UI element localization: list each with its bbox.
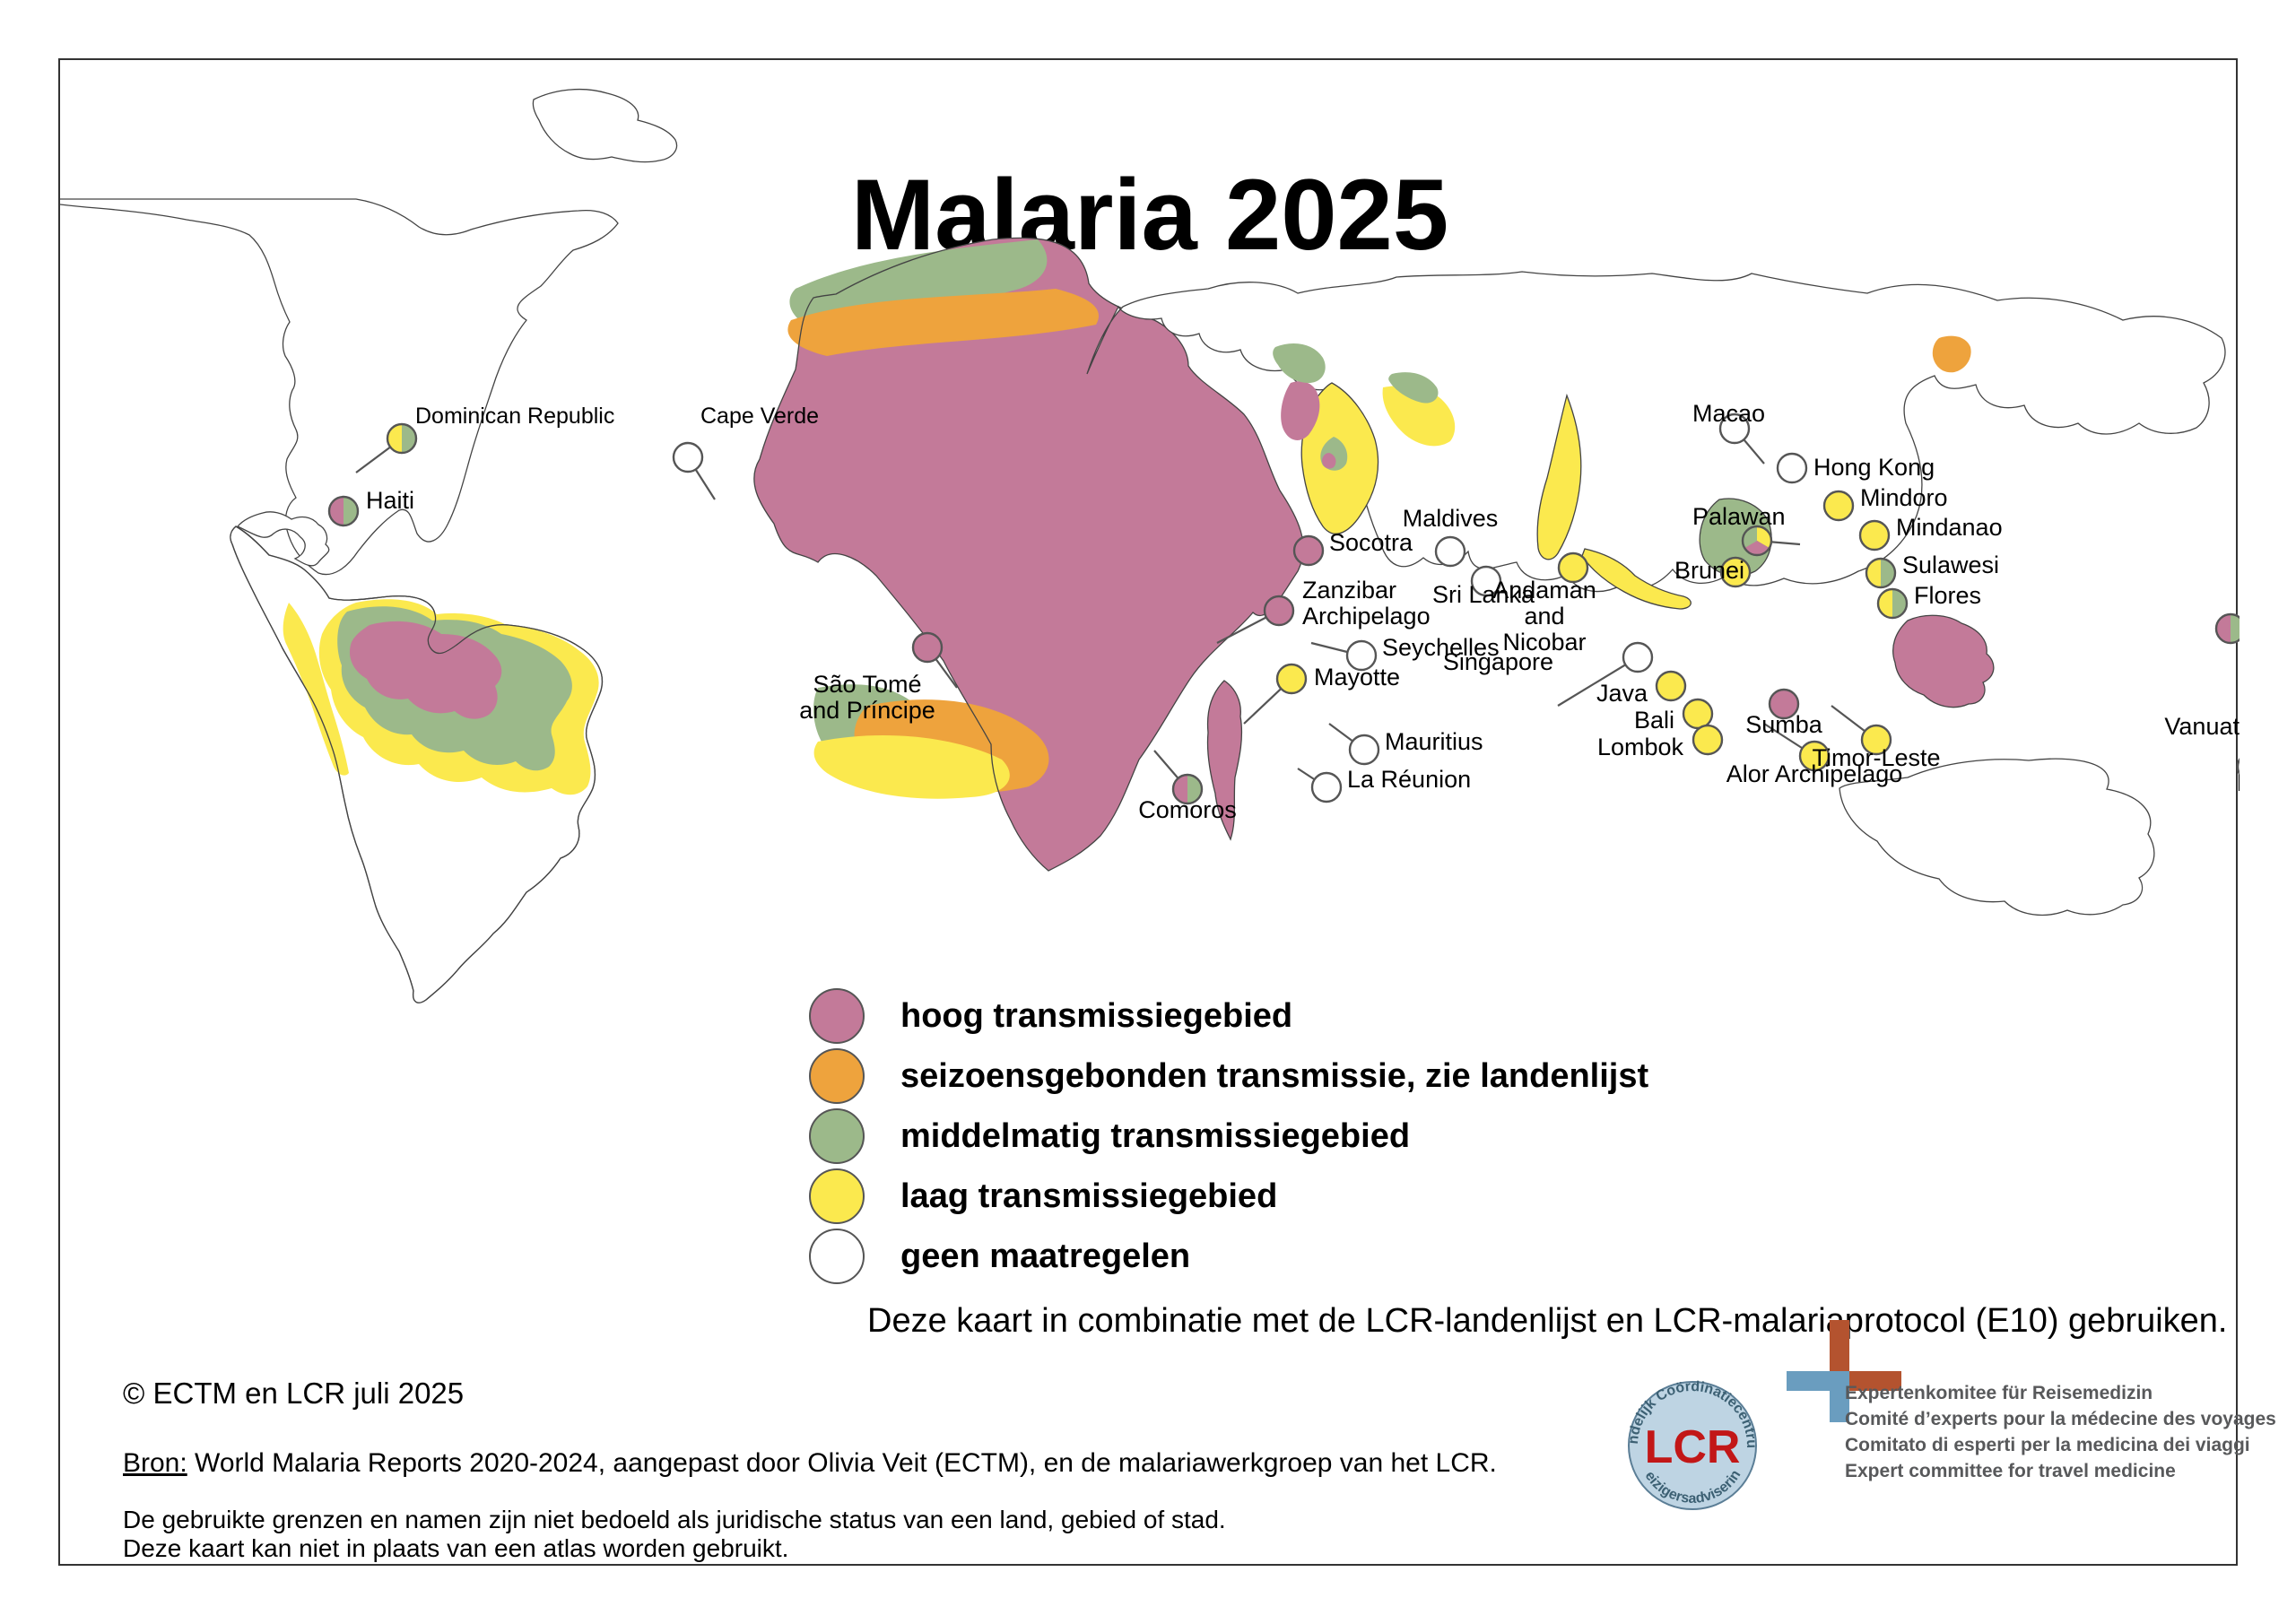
svg-text:Cape Verde: Cape Verde [700, 404, 819, 429]
svg-text:and: and [1524, 603, 1564, 630]
svg-text:Fiji: Fiji [2237, 769, 2239, 796]
svg-text:Mayotte: Mayotte [1314, 664, 1400, 690]
svg-text:Mauritius: Mauritius [1385, 728, 1483, 755]
svg-text:Mindoro: Mindoro [1860, 484, 1948, 511]
svg-text:Dominican Republic: Dominican Republic [415, 404, 614, 429]
svg-text:Sumba: Sumba [1745, 711, 1823, 738]
svg-text:Haiti: Haiti [366, 487, 414, 514]
svg-text:Singapore: Singapore [1443, 648, 1553, 675]
svg-text:LCR: LCR [1645, 1421, 1741, 1473]
svg-text:São Tomé: São Tomé [813, 671, 921, 698]
svg-text:Brunei: Brunei [1674, 557, 1744, 584]
svg-text:Vanuatu: Vanuatu [2164, 713, 2239, 740]
svg-text:Java: Java [1596, 680, 1648, 707]
svg-text:Archipelago: Archipelago [1302, 603, 1431, 630]
svg-text:La Réunion: La Réunion [1347, 766, 1471, 793]
svg-text:Flores: Flores [1914, 582, 1981, 609]
svg-text:Bali: Bali [1634, 707, 1674, 734]
svg-text:and Príncipe: and Príncipe [799, 697, 935, 724]
svg-text:Lombok: Lombok [1597, 734, 1684, 760]
svg-text:Zanzibar: Zanzibar [1302, 577, 1396, 604]
svg-text:Macao: Macao [1692, 400, 1765, 427]
svg-text:Andaman: Andaman [1492, 577, 1596, 604]
svg-text:Maldives: Maldives [1403, 505, 1499, 532]
svg-text:Mindanao: Mindanao [1896, 514, 2003, 541]
svg-text:Palawan: Palawan [1692, 503, 1786, 530]
svg-text:Socotra: Socotra [1329, 529, 1413, 556]
svg-text:Sulawesi: Sulawesi [1902, 551, 1999, 578]
svg-text:Comoros: Comoros [1138, 796, 1237, 823]
svg-text:Timor-Leste: Timor-Leste [1812, 744, 1940, 771]
svg-text:Hong Kong: Hong Kong [1813, 454, 1935, 481]
